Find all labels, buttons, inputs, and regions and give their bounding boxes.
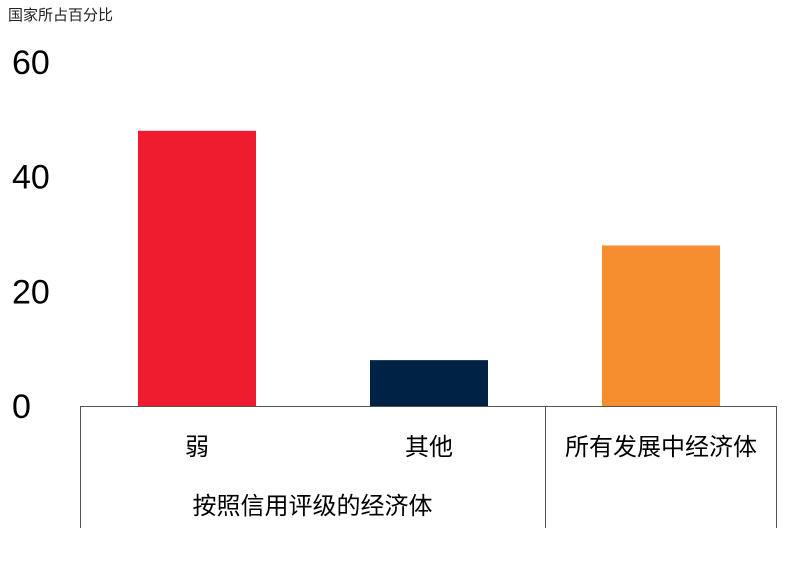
y-tick-label: 20 [12,273,50,311]
category-label: 其他 [405,433,453,461]
category-group-label: 按照信用评级的经济体 [193,492,433,520]
bar [138,130,256,407]
y-tick-label: 60 [12,44,50,82]
bar [602,245,720,406]
category-label: 弱 [185,433,209,461]
y-unit-label: 国家所占百分比 [8,6,114,24]
y-tick-label: 0 [12,388,31,426]
bar [370,360,488,406]
category-label: 所有发展中经济体 [565,433,757,461]
y-tick-label: 40 [12,159,50,197]
